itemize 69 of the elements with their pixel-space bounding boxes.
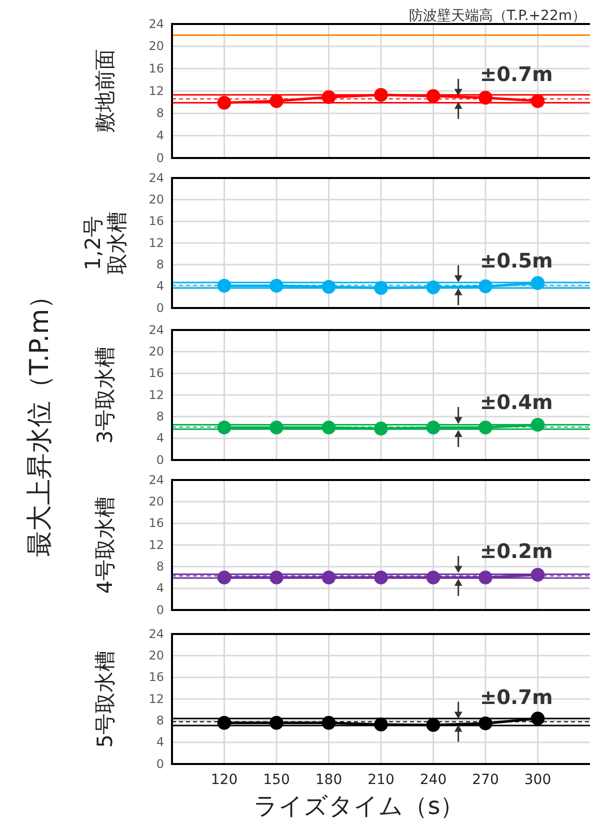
y-tick-label: 4 [156,735,164,750]
x-tick-label: 300 [524,772,552,788]
y-tick-label: 8 [156,106,164,120]
y-tick-label: 0 [156,756,164,771]
point [322,716,336,730]
point [530,94,545,108]
annotation: ±0.2m [480,538,553,563]
ref-line-label: 防波壁天端高（T.P.+22m） [408,8,586,24]
point [217,96,232,110]
y-tick-label: 8 [156,714,164,728]
y-tick-label: 12 [148,692,164,706]
point [322,90,336,104]
annotation: ±0.4m [480,390,553,414]
y-tick-label: 0 [156,300,164,315]
point [374,718,388,732]
y-tick-label: 16 [148,214,164,228]
y-tick-label: 20 [148,192,164,207]
point [478,90,492,105]
y-axis-title: 敷地前面 [93,49,117,133]
y-tick-label: 24 [148,16,164,31]
y-tick-label: 24 [148,626,164,641]
point [426,718,440,732]
y-tick-label: 20 [148,648,164,663]
y-tick-label: 0 [156,150,164,165]
point [217,716,232,730]
y-tick-label: 12 [148,538,164,552]
y-tick-label: 20 [148,494,164,509]
x-tick-label: 240 [420,772,447,788]
y-tick-label: 12 [148,236,164,250]
y-tick-label: 4 [156,431,164,446]
x-tick-label: 270 [472,772,499,788]
y-tick-label: 16 [148,62,164,76]
y-tick-label: 0 [156,452,164,467]
y-tick-label: 16 [148,516,164,530]
point [478,716,492,730]
y-tick-label: 4 [156,128,164,143]
y-tick-label: 8 [156,410,164,424]
y-tick-label: 16 [148,670,164,684]
x-tick-label: 210 [368,772,394,788]
y-axis-title: 1,2号取水槽 [81,212,129,274]
y-tick-label: 24 [148,472,164,487]
point [270,716,284,730]
point [374,88,388,102]
y-tick-label: 24 [148,170,164,185]
point [270,94,284,108]
y-tick-label: 20 [148,39,164,54]
y-tick-label: 16 [148,366,164,380]
y-tick-label: 12 [148,388,164,402]
x-tick-label: 180 [315,772,342,788]
y-tick-label: 0 [156,602,164,617]
annotation: ±0.7m [480,62,553,86]
point [530,712,545,726]
annotation: ±0.7m [480,684,553,709]
annotation: ±0.5m [480,248,553,272]
y-axis-title: 3号取水槽 [93,346,117,444]
y-tick-label: 8 [156,258,164,272]
y-tick-label: 12 [148,84,164,98]
y-tick-label: 4 [156,581,164,596]
text: 最大上昇水位（T.P.m） [25,282,55,558]
y-axis-title: 5号取水槽 [93,650,117,748]
x-axis-title: ライズタイム（s） [254,792,464,820]
y-tick-label: 8 [156,560,164,574]
y-tick-label: 24 [148,322,164,337]
x-tick-label: 120 [210,772,238,788]
point [426,89,440,103]
y-tick-label: 4 [156,279,164,294]
y-axis-title: 4号取水槽 [93,496,117,594]
x-tick-label: 150 [263,772,290,788]
y-tick-label: 20 [148,344,164,359]
